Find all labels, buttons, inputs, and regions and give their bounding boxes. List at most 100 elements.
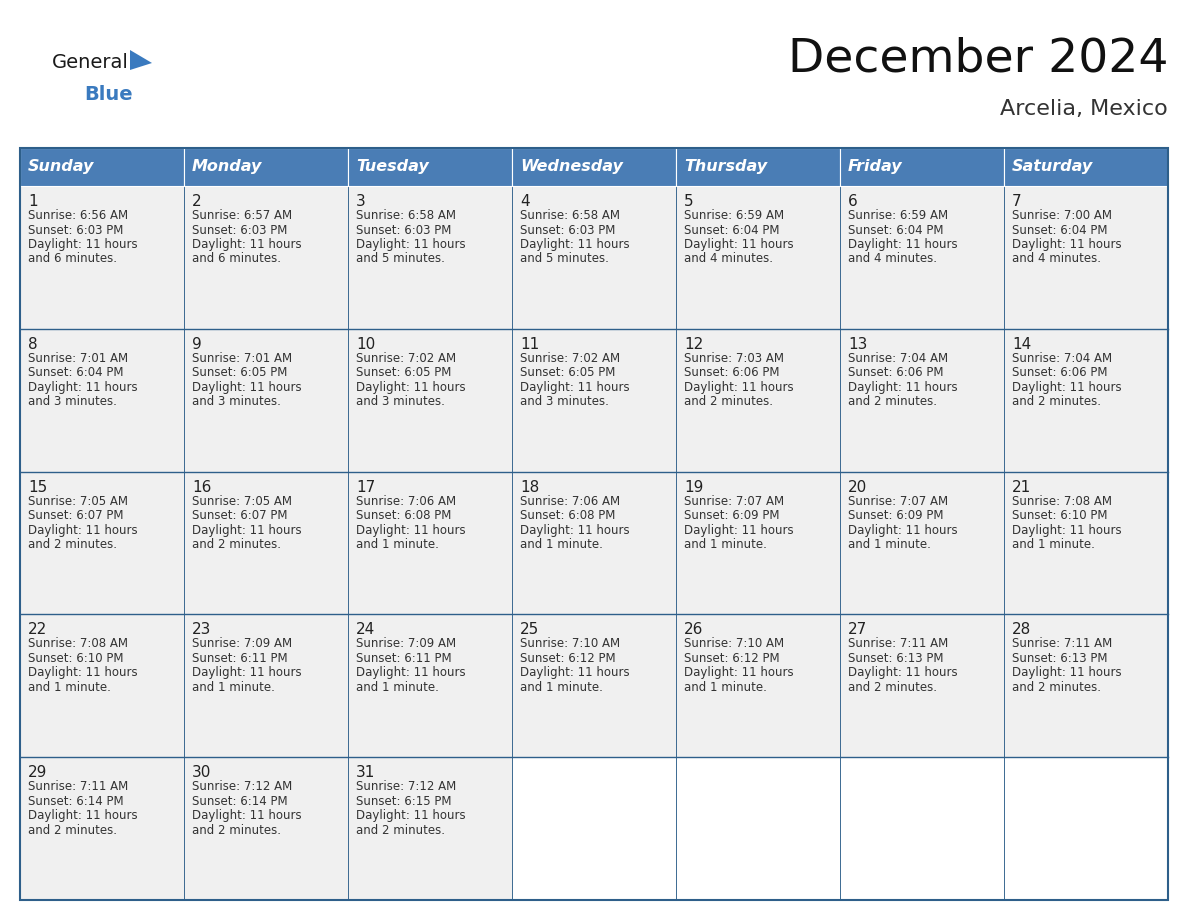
- Text: and 2 minutes.: and 2 minutes.: [192, 823, 282, 836]
- Text: and 2 minutes.: and 2 minutes.: [356, 823, 446, 836]
- Bar: [20, 329, 184, 472]
- Text: 3: 3: [356, 194, 366, 209]
- Text: 11: 11: [520, 337, 539, 352]
- Bar: [676, 757, 840, 900]
- Text: Sunset: 6:05 PM: Sunset: 6:05 PM: [520, 366, 615, 379]
- Text: 22: 22: [29, 622, 48, 637]
- Bar: [676, 614, 840, 757]
- Bar: [184, 329, 348, 472]
- Text: 24: 24: [356, 622, 375, 637]
- Text: and 4 minutes.: and 4 minutes.: [684, 252, 773, 265]
- Text: Sunset: 6:10 PM: Sunset: 6:10 PM: [29, 652, 124, 665]
- Text: 2: 2: [192, 194, 202, 209]
- Bar: [348, 329, 512, 472]
- Text: Sunrise: 7:09 AM: Sunrise: 7:09 AM: [192, 637, 292, 650]
- Text: Daylight: 11 hours: Daylight: 11 hours: [848, 523, 958, 537]
- Text: Sunset: 6:13 PM: Sunset: 6:13 PM: [848, 652, 943, 665]
- Text: and 2 minutes.: and 2 minutes.: [684, 396, 773, 409]
- Text: Daylight: 11 hours: Daylight: 11 hours: [192, 809, 302, 823]
- Bar: [184, 757, 348, 900]
- Text: and 2 minutes.: and 2 minutes.: [1012, 396, 1101, 409]
- Text: Daylight: 11 hours: Daylight: 11 hours: [192, 381, 302, 394]
- Polygon shape: [129, 50, 152, 70]
- Text: Sunday: Sunday: [29, 160, 94, 174]
- Text: 15: 15: [29, 479, 48, 495]
- Text: and 1 minute.: and 1 minute.: [684, 681, 767, 694]
- Text: and 3 minutes.: and 3 minutes.: [192, 396, 280, 409]
- Text: 27: 27: [848, 622, 867, 637]
- Text: Daylight: 11 hours: Daylight: 11 hours: [192, 238, 302, 251]
- Text: Sunset: 6:08 PM: Sunset: 6:08 PM: [520, 509, 615, 522]
- Text: 19: 19: [684, 479, 703, 495]
- Text: and 6 minutes.: and 6 minutes.: [29, 252, 116, 265]
- Bar: [840, 329, 1004, 472]
- Text: 26: 26: [684, 622, 703, 637]
- Text: Sunrise: 7:02 AM: Sunrise: 7:02 AM: [356, 352, 456, 364]
- Text: Sunrise: 7:08 AM: Sunrise: 7:08 AM: [1012, 495, 1112, 508]
- Bar: [20, 472, 184, 614]
- Text: Sunset: 6:04 PM: Sunset: 6:04 PM: [1012, 223, 1107, 237]
- Text: December 2024: December 2024: [788, 37, 1168, 82]
- Text: and 1 minute.: and 1 minute.: [848, 538, 931, 551]
- Text: 25: 25: [520, 622, 539, 637]
- Text: Sunrise: 7:11 AM: Sunrise: 7:11 AM: [29, 780, 128, 793]
- Bar: [840, 614, 1004, 757]
- Text: Daylight: 11 hours: Daylight: 11 hours: [520, 381, 630, 394]
- Text: 12: 12: [684, 337, 703, 352]
- Bar: [512, 148, 676, 186]
- Text: Daylight: 11 hours: Daylight: 11 hours: [1012, 238, 1121, 251]
- Text: and 2 minutes.: and 2 minutes.: [1012, 681, 1101, 694]
- Text: and 3 minutes.: and 3 minutes.: [29, 396, 116, 409]
- Bar: [512, 757, 676, 900]
- Text: General: General: [52, 53, 128, 72]
- Text: Sunrise: 7:10 AM: Sunrise: 7:10 AM: [684, 637, 784, 650]
- Text: Sunset: 6:03 PM: Sunset: 6:03 PM: [520, 223, 615, 237]
- Text: Sunset: 6:07 PM: Sunset: 6:07 PM: [29, 509, 124, 522]
- Text: Daylight: 11 hours: Daylight: 11 hours: [520, 666, 630, 679]
- Text: Sunrise: 7:08 AM: Sunrise: 7:08 AM: [29, 637, 128, 650]
- Text: Daylight: 11 hours: Daylight: 11 hours: [1012, 523, 1121, 537]
- Text: Sunrise: 7:03 AM: Sunrise: 7:03 AM: [684, 352, 784, 364]
- Text: and 2 minutes.: and 2 minutes.: [29, 823, 116, 836]
- Text: 6: 6: [848, 194, 858, 209]
- Text: Daylight: 11 hours: Daylight: 11 hours: [684, 523, 794, 537]
- Text: 4: 4: [520, 194, 530, 209]
- Bar: [676, 148, 840, 186]
- Text: Blue: Blue: [84, 85, 133, 104]
- Text: Sunset: 6:09 PM: Sunset: 6:09 PM: [684, 509, 779, 522]
- Text: Daylight: 11 hours: Daylight: 11 hours: [848, 666, 958, 679]
- Text: Sunrise: 7:11 AM: Sunrise: 7:11 AM: [1012, 637, 1112, 650]
- Text: 8: 8: [29, 337, 38, 352]
- Text: Daylight: 11 hours: Daylight: 11 hours: [29, 523, 138, 537]
- Bar: [840, 757, 1004, 900]
- Text: Sunrise: 7:10 AM: Sunrise: 7:10 AM: [520, 637, 620, 650]
- Bar: [20, 186, 184, 329]
- Text: Daylight: 11 hours: Daylight: 11 hours: [356, 809, 466, 823]
- Text: Friday: Friday: [848, 160, 903, 174]
- Bar: [840, 472, 1004, 614]
- Text: 21: 21: [1012, 479, 1031, 495]
- Text: Sunrise: 7:04 AM: Sunrise: 7:04 AM: [848, 352, 948, 364]
- Bar: [20, 148, 184, 186]
- Text: Sunset: 6:04 PM: Sunset: 6:04 PM: [684, 223, 779, 237]
- Text: Sunset: 6:06 PM: Sunset: 6:06 PM: [1012, 366, 1107, 379]
- Text: Daylight: 11 hours: Daylight: 11 hours: [684, 666, 794, 679]
- Text: Sunrise: 7:01 AM: Sunrise: 7:01 AM: [192, 352, 292, 364]
- Text: Sunset: 6:11 PM: Sunset: 6:11 PM: [356, 652, 451, 665]
- Bar: [20, 757, 184, 900]
- Text: and 2 minutes.: and 2 minutes.: [192, 538, 282, 551]
- Text: Saturday: Saturday: [1012, 160, 1093, 174]
- Bar: [512, 329, 676, 472]
- Text: Sunset: 6:11 PM: Sunset: 6:11 PM: [192, 652, 287, 665]
- Bar: [348, 186, 512, 329]
- Text: Daylight: 11 hours: Daylight: 11 hours: [848, 238, 958, 251]
- Text: Sunrise: 7:07 AM: Sunrise: 7:07 AM: [848, 495, 948, 508]
- Text: Sunrise: 6:58 AM: Sunrise: 6:58 AM: [520, 209, 620, 222]
- Text: Daylight: 11 hours: Daylight: 11 hours: [29, 381, 138, 394]
- Bar: [1004, 757, 1168, 900]
- Text: Sunset: 6:08 PM: Sunset: 6:08 PM: [356, 509, 451, 522]
- Text: and 2 minutes.: and 2 minutes.: [29, 538, 116, 551]
- Text: Sunrise: 7:07 AM: Sunrise: 7:07 AM: [684, 495, 784, 508]
- Text: Sunrise: 7:01 AM: Sunrise: 7:01 AM: [29, 352, 128, 364]
- Bar: [348, 757, 512, 900]
